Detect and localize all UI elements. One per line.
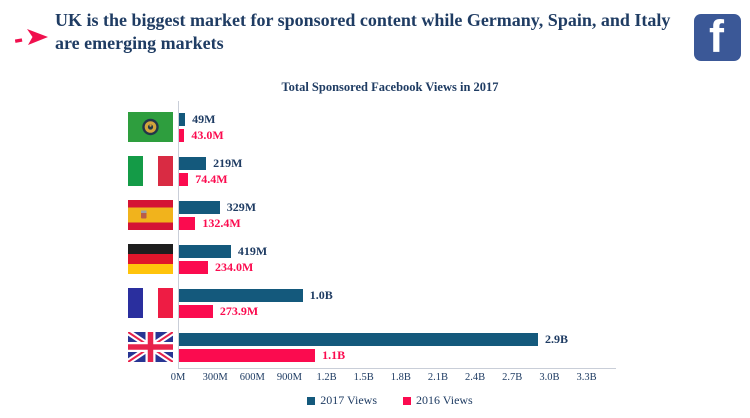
value-label-2016-germany: 234.0M (214, 260, 254, 274)
legend-swatch-2017 (307, 396, 316, 405)
bar-2017-uk (179, 333, 539, 346)
bar-2016-germany (179, 261, 208, 274)
x-tick-2.4B: 2.4B (465, 372, 486, 383)
bar-2016-italy (179, 173, 189, 186)
value-label-2016-green-emblem: 43.0M (191, 128, 224, 142)
facebook-f-glyph: f (709, 14, 724, 61)
legend-label-2017: 2017 Views (320, 393, 377, 407)
bar-2016-uk (179, 349, 316, 362)
x-tick-2.1B: 2.1B (427, 372, 449, 383)
bar-2017-italy (179, 157, 207, 170)
legend-item-2017: 2017 Views (307, 393, 377, 408)
arrow-bullet-icon (14, 26, 53, 50)
flag-spain-icon (128, 200, 173, 230)
flag-france-icon (128, 288, 173, 318)
bar-2016-green-emblem (179, 129, 185, 142)
bar-2016-france (179, 305, 213, 318)
value-label-2016-uk: 1.1B (322, 348, 346, 362)
value-label-2017-green-emblem: 49M (192, 112, 216, 126)
value-label-2017-uk: 2.9B (545, 332, 569, 346)
flag-italy-icon (128, 156, 173, 186)
value-label-2017-spain: 329M (226, 200, 257, 214)
value-label-2017-italy: 219M (213, 156, 243, 170)
bar-2017-germany (179, 245, 231, 258)
x-tick-3.0B: 3.0B (539, 372, 560, 383)
x-tick-1.8B: 1.8B (390, 372, 411, 383)
headline-line-1: UK is the biggest market for sponsored c… (55, 10, 671, 30)
bar-2016-spain (179, 217, 196, 230)
flag-uk-icon (128, 332, 173, 362)
facebook-logo-icon: f (694, 14, 741, 61)
x-tick-600M: 600M (239, 372, 265, 383)
value-label-2016-italy: 74.4M (195, 172, 228, 186)
y-axis-line (178, 101, 179, 368)
chart-title: Total Sponsored Facebook Views in 2017 (281, 80, 499, 94)
legend-label-2016: 2016 Views (416, 393, 473, 407)
bar-2017-spain (179, 201, 220, 214)
value-label-2016-france: 273.9M (219, 304, 259, 318)
x-tick-1.5B: 1.5B (353, 372, 374, 383)
x-axis-line (178, 368, 616, 369)
x-tick-0M: 0M (170, 372, 186, 383)
legend: 2017 Views 2016 Views (160, 393, 620, 408)
x-tick-2.7B: 2.7B (502, 372, 523, 383)
flag-green-emblem-icon (128, 112, 173, 142)
flag-germany-icon (128, 244, 173, 274)
value-label-2017-france: 1.0B (309, 288, 333, 302)
x-tick-300M: 300M (202, 372, 228, 383)
x-tick-900M: 900M (276, 372, 302, 383)
value-label-2016-spain: 132.4M (202, 216, 241, 230)
legend-item-2016: 2016 Views (403, 393, 473, 408)
headline-line-2: are emerging markets (55, 33, 224, 53)
x-tick-3.3B: 3.3B (576, 372, 597, 383)
bar-2017-france (179, 289, 303, 302)
value-label-2017-germany: 419M (237, 244, 268, 258)
legend-swatch-2016 (403, 396, 411, 405)
bar-2017-green-emblem (179, 113, 186, 126)
x-tick-1.2B: 1.2B (316, 372, 337, 383)
headline: UK is the biggest market for sponsored c… (55, 9, 703, 55)
